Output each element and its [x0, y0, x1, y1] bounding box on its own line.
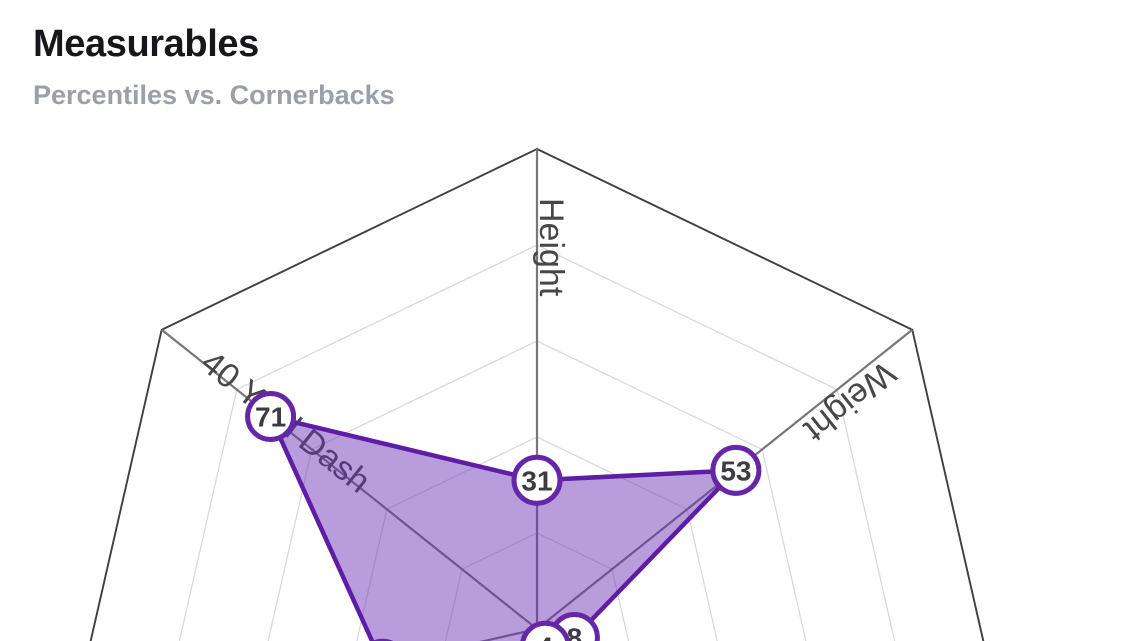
- data-point-value: 71: [255, 402, 286, 433]
- data-point-circle[interactable]: [511, 454, 563, 506]
- data-point-bubble-height[interactable]: 31: [511, 454, 563, 506]
- data-point-bubble-40-yard-dash[interactable]: 71: [245, 391, 297, 442]
- data-point-bubble-weight[interactable]: 53: [710, 444, 762, 496]
- data-point-bubble[interactable]: 4: [520, 620, 571, 641]
- radar-axis-spoke: [536, 627, 595, 641]
- data-point-value: 53: [720, 455, 751, 486]
- radar-outer-ring: [89, 147, 985, 641]
- axis-label-weight: Weight: [796, 354, 902, 450]
- radar-grid-ring: [444, 532, 630, 641]
- data-point-value: 4: [538, 631, 554, 641]
- data-point-circle[interactable]: [520, 620, 571, 641]
- data-point-circle[interactable]: [710, 444, 762, 496]
- axis-label-height: Height: [532, 198, 570, 297]
- data-point-value: 31: [521, 465, 552, 496]
- radar-grid-ring: [178, 244, 896, 641]
- series-polygon: [268, 414, 739, 641]
- chart-subtitle: Percentiles vs. Cornerbacks: [33, 80, 395, 110]
- data-point-circle[interactable]: [245, 391, 297, 442]
- radar-axis-spoke: [161, 328, 538, 630]
- radar-grid-ring: [356, 436, 718, 641]
- chart-title: Measurables: [33, 23, 259, 65]
- data-point-value: 8: [567, 623, 583, 641]
